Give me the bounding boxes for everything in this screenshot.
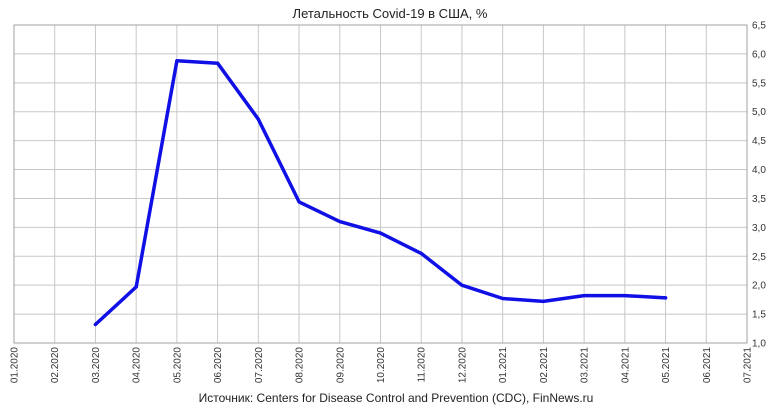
y-tick-label: 5,0 (752, 107, 766, 118)
x-tick-label: 01.2020 (10, 347, 21, 384)
series-layer (93, 59, 668, 327)
x-tick-label: 08.2020 (295, 347, 306, 384)
x-tick-label: 11.2020 (417, 347, 428, 383)
y-tick-label: 3,5 (752, 194, 766, 205)
x-tick-label: 07.2020 (254, 347, 265, 384)
data-point (663, 296, 668, 300)
y-tick-label: 3,0 (752, 223, 766, 234)
y-tick-label: 1,5 (752, 310, 766, 321)
x-tick-label: 10.2020 (376, 347, 387, 384)
data-point (541, 299, 545, 303)
x-axis-ticks: 01.2020 02.2020 03.2020 04.2020 05.2020 06.20… (10, 347, 754, 384)
y-tick-label: 5,5 (752, 78, 766, 89)
y-tick-label: 4,0 (752, 165, 766, 176)
x-tick-label: 02.2020 (50, 347, 61, 384)
data-point (93, 322, 98, 327)
data-point (256, 117, 260, 121)
x-tick-label: 09.2020 (335, 347, 346, 384)
x-tick-label: 05.2021 (661, 347, 672, 384)
x-tick-label: 02.2021 (539, 347, 550, 384)
x-tick-label: 06.2020 (213, 347, 224, 384)
data-point (501, 296, 505, 301)
x-tick-label: 01.2021 (498, 347, 509, 384)
x-tick-label: 04.2020 (132, 347, 143, 384)
x-tick-label: 06.2021 (702, 347, 713, 384)
y-tick-label: 4,5 (752, 136, 766, 147)
data-point (134, 285, 138, 289)
source-note: Источник: Centers for Disease Control an… (199, 391, 594, 405)
x-tick-label: 05.2020 (172, 347, 183, 384)
y-tick-label: 6,5 (752, 21, 766, 32)
data-point (419, 251, 423, 255)
data-point (216, 61, 220, 65)
data-point (338, 219, 342, 224)
data-point (175, 59, 179, 63)
data-point (582, 293, 586, 298)
x-tick-label: 03.2020 (91, 347, 102, 384)
data-point (623, 293, 627, 298)
x-tick-label: 03.2021 (580, 347, 591, 384)
y-tick-label: 2,5 (752, 252, 766, 263)
y-tick-label: 1,0 (752, 339, 766, 350)
data-point (378, 231, 383, 235)
data-point (297, 200, 301, 204)
x-tick-label: 07.2021 (743, 347, 754, 384)
data-point (460, 283, 464, 287)
y-tick-label: 6,0 (752, 49, 766, 60)
y-axis-ticks: 1,0 1,5 2,0 2,5 3,0 3,5 4,0 4,5 5,0 5,5 6,0 6,5 (752, 21, 766, 350)
y-tick-label: 2,0 (752, 281, 766, 292)
x-tick-label: 12.2020 (457, 347, 468, 384)
plot-frame (13, 24, 748, 344)
chart-title: Летальность Covid-19 в США, % (293, 6, 488, 21)
x-tick-label: 04.2021 (620, 347, 631, 384)
